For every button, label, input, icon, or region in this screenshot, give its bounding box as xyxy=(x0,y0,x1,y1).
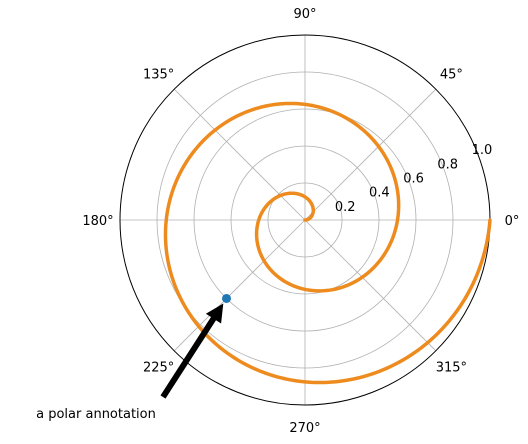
series-line-0 xyxy=(163,101,492,385)
theta-tick-label: 270° xyxy=(289,421,320,436)
theta-tick-label: 135° xyxy=(143,68,174,83)
theta-tick-label: 45° xyxy=(440,68,463,83)
r-tick-label: 0.6 xyxy=(403,172,424,187)
annotation-arrow xyxy=(160,303,224,399)
tick-labels: 0° 45° 90° 135° 180° 225° 270° 315° 0.2 0.4 0.6 0.8… xyxy=(82,7,519,436)
series-layer xyxy=(163,101,492,385)
r-tick-label: 0.2 xyxy=(335,200,356,215)
theta-tick-label: 0° xyxy=(505,214,520,229)
annotation-layer: a polar annotation xyxy=(36,303,224,422)
grid-spoke-1 xyxy=(304,88,437,221)
grid-spoke-7 xyxy=(304,219,437,352)
r-tick-label: 0.8 xyxy=(437,157,458,172)
highlight-point xyxy=(222,293,232,303)
theta-tick-label: 180° xyxy=(82,214,113,229)
r-tick-label: 1.0 xyxy=(472,143,493,158)
polar-grid xyxy=(120,35,490,405)
grid-spoke-3 xyxy=(173,88,306,221)
theta-tick-label: 315° xyxy=(436,360,467,375)
theta-tick-label: 90° xyxy=(293,7,316,22)
annotation-text: a polar annotation xyxy=(36,407,156,422)
theta-tick-label: 225° xyxy=(143,360,174,375)
grid-spoke-5 xyxy=(173,219,306,352)
r-tick-label: 0.4 xyxy=(369,186,390,201)
